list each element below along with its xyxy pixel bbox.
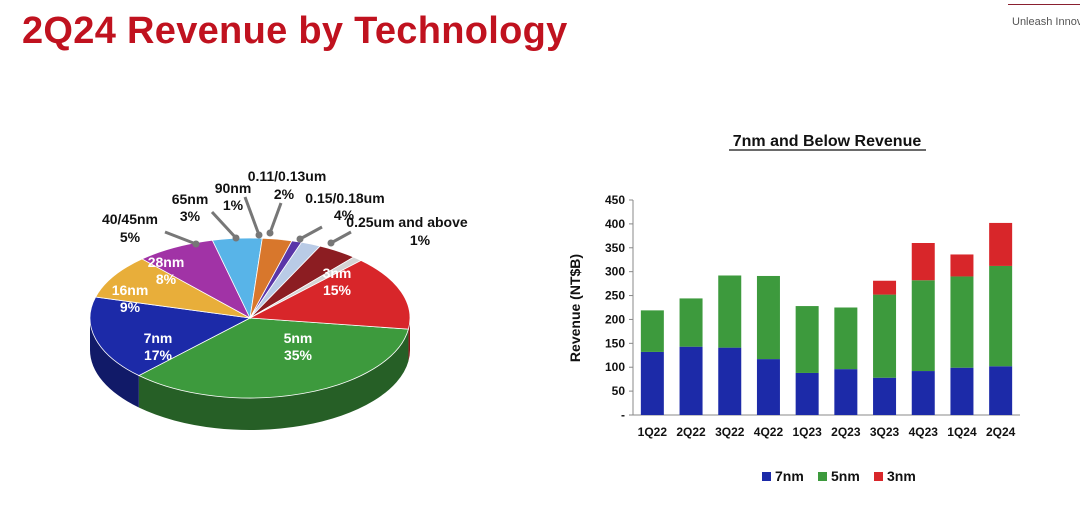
bar-5nm-1Q22 <box>640 310 664 352</box>
y-axis-label: Revenue (NT$B) <box>567 254 583 362</box>
pie-leader-dot-0.15/0.18um <box>296 235 304 243</box>
y-tick-label: 50 <box>612 384 626 398</box>
y-tick-label: 150 <box>605 336 625 350</box>
pie-slice-16nm <box>94 258 251 319</box>
bar-7nm-3Q23 <box>873 377 897 415</box>
x-tick-label: 3Q23 <box>870 425 900 439</box>
bar-5nm-2Q23 <box>834 307 858 370</box>
pie-label-65nm: 65nm <box>172 191 209 207</box>
bar-7nm-2Q24 <box>989 366 1013 415</box>
bar-7nm-1Q24 <box>950 367 974 415</box>
pie-leader-0.15/0.18um <box>299 225 323 241</box>
pie-side-5nm <box>138 329 409 430</box>
bar-7nm-2Q22 <box>679 346 703 415</box>
x-tick-label: 1Q22 <box>638 425 668 439</box>
pie-label-40/45nm: 40/45nm <box>102 211 158 227</box>
y-tick-label: 350 <box>605 241 625 255</box>
pie-label-0.15/0.18um: 0.15/0.18um <box>305 190 384 206</box>
legend-swatch-5nm <box>818 472 827 481</box>
bar-3nm-2Q24 <box>989 222 1013 266</box>
pie-leader-dot-90nm <box>255 231 263 239</box>
pie-leader-40/45nm <box>164 230 197 246</box>
bar-3nm-3Q23 <box>873 280 897 295</box>
bar-7nm-1Q22 <box>640 351 664 415</box>
y-tick-label: 200 <box>605 312 625 326</box>
bar-3nm-4Q23 <box>911 243 935 281</box>
y-tick-label: 250 <box>605 289 625 303</box>
pie-value-16nm: 9% <box>120 299 141 315</box>
pie-leader-0.25um and above <box>330 230 352 245</box>
pie-slice-3nm <box>248 260 411 330</box>
bar-7nm-3Q22 <box>718 347 742 415</box>
x-tick-label: 2Q22 <box>676 425 706 439</box>
x-tick-label: 1Q24 <box>947 425 977 439</box>
pie-leader-dot-0.25um and above <box>327 239 335 247</box>
bar-7nm-1Q23 <box>795 372 819 415</box>
pie-leader-65nm <box>210 210 238 240</box>
bar-5nm-4Q22 <box>756 275 780 360</box>
pie-label-28nm: 28nm <box>148 254 185 270</box>
bar-chart: 7nm and Below Revenue - 50 100 150 200 250 300 3… <box>567 133 1020 484</box>
pie-value-3nm: 15% <box>323 282 352 298</box>
bar-5nm-1Q23 <box>795 306 819 373</box>
pie-label-0.11/0.13um: 0.11/0.13um <box>248 168 327 184</box>
bar-5nm-2Q22 <box>679 298 703 347</box>
legend-label-7nm: 7nm <box>775 468 804 484</box>
y-tick-label: 400 <box>605 217 625 231</box>
bar-5nm-1Q24 <box>950 276 974 368</box>
pie-value-0.11/0.13um: 2% <box>274 186 295 202</box>
pie-leader-dot-65nm <box>232 234 240 242</box>
header-rule <box>1008 4 1080 5</box>
y-tick-label: 100 <box>605 360 625 374</box>
page-title: 2Q24 Revenue by Technology <box>22 10 568 52</box>
legend-label-3nm: 3nm <box>887 468 916 484</box>
pie-side-7nm <box>90 318 139 408</box>
pie-slice-5nm <box>137 317 409 399</box>
legend-swatch-7nm <box>762 472 771 481</box>
bar-7nm-4Q22 <box>756 359 780 415</box>
pie-label-90nm: 90nm <box>215 180 252 196</box>
y-tick-label: 450 <box>605 193 625 207</box>
bar-5nm-3Q23 <box>873 294 897 378</box>
pie-value-28nm: 8% <box>156 271 177 287</box>
pie-leader-0.11/0.13um <box>268 202 283 234</box>
bar-3nm-1Q24 <box>950 254 974 277</box>
pie-value-7nm: 17% <box>144 347 173 363</box>
pie-leader-dot-0.11/0.13um <box>266 229 274 237</box>
pie-value-5nm: 35% <box>284 347 313 363</box>
pie-value-0.25um and above: 1% <box>410 232 431 248</box>
bar-7nm-2Q23 <box>834 369 858 415</box>
brand-tagline: Unleash Innova <box>1012 16 1080 28</box>
pie-value-0.15/0.18um: 4% <box>334 207 355 223</box>
pie-value-65nm: 3% <box>180 208 201 224</box>
x-tick-label: 2Q23 <box>831 425 861 439</box>
x-tick-label: 4Q22 <box>754 425 784 439</box>
bar-chart-title: 7nm and Below Revenue <box>733 133 922 150</box>
bar-5nm-2Q24 <box>989 265 1013 367</box>
pie-label-16nm: 16nm <box>112 282 149 298</box>
pie-leader-90nm <box>243 196 261 236</box>
bar-5nm-4Q23 <box>911 280 935 372</box>
x-tick-label: 1Q23 <box>792 425 822 439</box>
legend-label-5nm: 5nm <box>831 468 860 484</box>
legend-swatch-3nm <box>874 472 883 481</box>
y-tick-label: 300 <box>605 265 625 279</box>
pie-label-7nm: 7nm <box>144 330 173 346</box>
x-tick-label: 3Q22 <box>715 425 745 439</box>
bar-7nm-4Q23 <box>911 371 935 415</box>
x-tick-label: 4Q23 <box>909 425 939 439</box>
pie-leader-dot-40/45nm <box>192 240 200 248</box>
y-tick-label: - <box>621 408 625 422</box>
pie-label-5nm: 5nm <box>284 330 313 346</box>
x-tick-label: 2Q24 <box>986 425 1016 439</box>
pie-slice-7nm <box>89 296 252 376</box>
pie-label-3nm: 3nm <box>323 265 352 281</box>
pie-label-0.25um and above: 0.25um and above <box>346 214 468 230</box>
bar-5nm-3Q22 <box>718 275 742 348</box>
pie-value-90nm: 1% <box>223 197 244 213</box>
pie-value-40/45nm: 5% <box>120 229 141 245</box>
